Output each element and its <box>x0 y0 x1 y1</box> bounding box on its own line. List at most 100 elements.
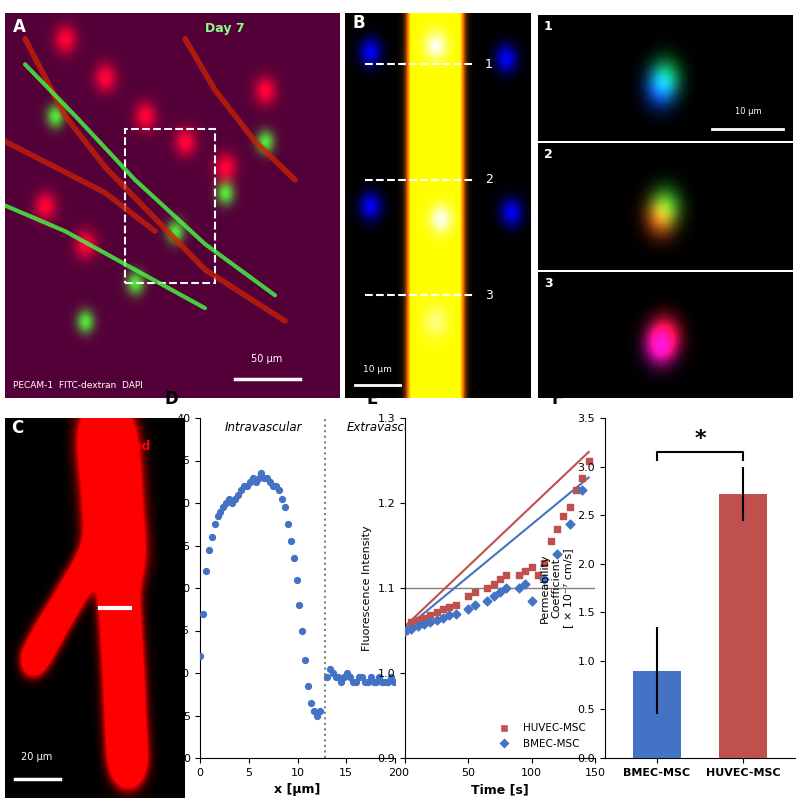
Point <box>302 680 314 692</box>
Point <box>194 650 206 663</box>
Point <box>338 671 350 684</box>
Point <box>550 548 563 561</box>
Point <box>364 671 377 684</box>
Point <box>538 556 550 569</box>
Point <box>344 671 357 684</box>
Point <box>430 614 443 627</box>
Point <box>358 675 371 688</box>
Point <box>494 573 506 586</box>
Point <box>405 616 418 629</box>
Point <box>487 590 500 603</box>
Point <box>305 696 318 709</box>
Point <box>314 705 326 718</box>
Point <box>229 492 242 505</box>
Point <box>468 599 481 612</box>
Point <box>468 586 481 599</box>
Bar <box>719 494 767 758</box>
Point <box>273 484 286 497</box>
Text: 2: 2 <box>544 149 553 162</box>
Point <box>424 608 437 621</box>
X-axis label: Time [s]: Time [s] <box>471 783 529 796</box>
Point <box>199 565 212 578</box>
Point <box>376 675 389 688</box>
Text: E: E <box>367 390 378 408</box>
Point <box>411 620 424 633</box>
Point <box>550 522 563 535</box>
Point <box>287 552 300 565</box>
Text: 2: 2 <box>485 174 493 187</box>
Point <box>208 518 221 531</box>
Y-axis label: Fluorescence Intensity: Fluorescence Intensity <box>161 525 170 650</box>
Point <box>335 675 348 688</box>
Point <box>284 535 297 548</box>
Point <box>418 617 430 630</box>
Point <box>226 497 238 510</box>
Point <box>379 675 392 688</box>
Point <box>367 675 380 688</box>
Point <box>563 501 576 514</box>
Point <box>341 667 354 680</box>
Point <box>370 675 383 688</box>
Text: A: A <box>13 19 26 36</box>
Point <box>531 569 544 582</box>
Point <box>500 582 513 595</box>
Text: 1: 1 <box>485 58 493 71</box>
Point <box>388 675 401 688</box>
Point <box>232 488 245 501</box>
Point <box>424 616 437 629</box>
Text: 20 μm: 20 μm <box>22 752 53 762</box>
Text: 10 μm: 10 μm <box>734 107 762 116</box>
Point <box>462 603 474 616</box>
Point <box>487 577 500 590</box>
Point <box>308 705 321 718</box>
Text: Extravascular: Extravascular <box>346 421 427 434</box>
Point <box>278 501 291 514</box>
Point <box>437 603 450 616</box>
Point <box>373 671 386 684</box>
Point <box>238 479 250 492</box>
Point <box>353 671 366 684</box>
Point <box>481 595 494 608</box>
Point <box>385 671 398 684</box>
Point <box>275 492 288 505</box>
Point <box>323 663 336 675</box>
Point <box>299 654 312 667</box>
Legend: HUVEC-MSC, BMEC-MSC: HUVEC-MSC, BMEC-MSC <box>490 719 590 753</box>
Point <box>329 671 342 684</box>
Text: F: F <box>552 390 563 408</box>
X-axis label: x [μm]: x [μm] <box>274 783 321 796</box>
Point <box>206 531 218 544</box>
Point <box>382 675 394 688</box>
Point <box>481 582 494 595</box>
Point <box>526 560 538 573</box>
Point <box>249 475 262 488</box>
Point <box>519 577 532 590</box>
Text: 10 μm: 10 μm <box>362 365 391 374</box>
Point <box>513 569 526 582</box>
Point <box>202 543 215 556</box>
Point <box>526 595 538 608</box>
Text: 1: 1 <box>544 20 553 33</box>
Point <box>576 471 589 484</box>
Bar <box>633 671 681 758</box>
Bar <box>125 128 215 283</box>
Point <box>513 582 526 595</box>
Point <box>519 565 532 578</box>
Point <box>362 675 374 688</box>
Text: 50 μm: 50 μm <box>251 354 282 364</box>
Point <box>320 671 333 684</box>
Point <box>293 599 306 612</box>
Point <box>326 667 339 680</box>
Point <box>576 484 589 497</box>
Point <box>261 471 274 484</box>
Point <box>346 675 359 688</box>
Point <box>462 590 474 603</box>
Point <box>450 599 462 612</box>
Point <box>398 624 411 637</box>
Text: 3: 3 <box>485 288 493 302</box>
Point <box>332 671 345 684</box>
Point <box>240 479 253 492</box>
Point <box>266 479 279 492</box>
Point <box>255 467 268 480</box>
Point <box>220 497 233 510</box>
